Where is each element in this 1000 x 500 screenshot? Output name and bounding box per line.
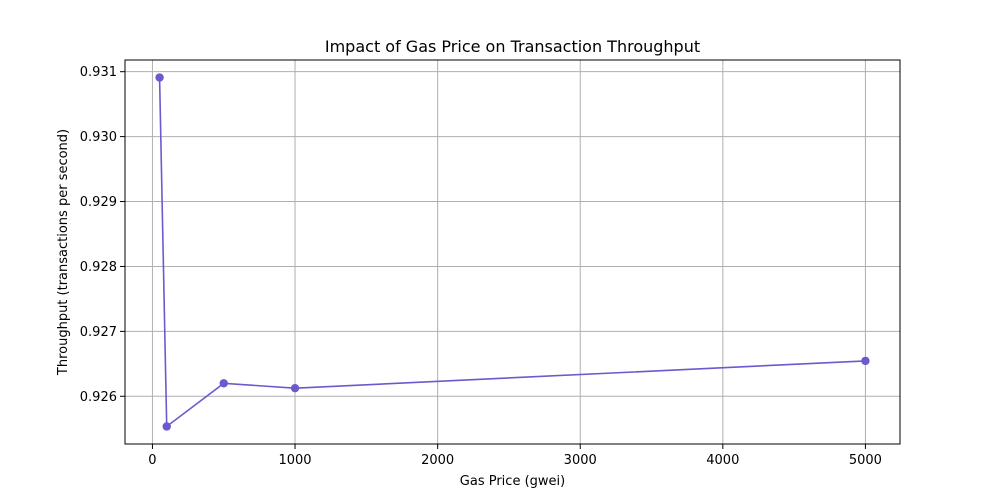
y-tick-label: 0.927 bbox=[80, 325, 117, 340]
series-layer bbox=[155, 73, 870, 431]
chart-title: Impact of Gas Price on Transaction Throu… bbox=[325, 37, 700, 56]
x-axis-label: Gas Price (gwei) bbox=[460, 474, 565, 489]
y-axis-label: Throughput (transactions per second) bbox=[56, 129, 71, 376]
data-point bbox=[162, 422, 171, 431]
y-tick-label: 0.931 bbox=[80, 65, 117, 80]
data-point bbox=[861, 356, 870, 366]
plot-frame bbox=[124, 59, 901, 445]
series-line bbox=[158, 77, 866, 429]
x-tick-label: 3000 bbox=[564, 453, 597, 468]
x-tick-label: 5000 bbox=[849, 453, 882, 468]
data-point bbox=[290, 383, 300, 393]
data-point bbox=[219, 379, 228, 388]
x-tick-label: 0 bbox=[148, 453, 156, 468]
y-tick-label: 0.930 bbox=[80, 130, 117, 145]
y-tick-label: 0.929 bbox=[80, 195, 117, 210]
x-tick-label: 2000 bbox=[421, 453, 454, 468]
grid-lines bbox=[125, 60, 900, 444]
y-tick-label: 0.926 bbox=[80, 390, 117, 405]
x-tick-label: 4000 bbox=[706, 453, 739, 468]
y-tick-label: 0.928 bbox=[80, 260, 117, 275]
x-tick-label: 1000 bbox=[278, 453, 311, 468]
data-point bbox=[155, 73, 164, 82]
axis-ticks: 0 1000 2000 3000 4000 5000 0.926 0.927 0.928 0.92… bbox=[80, 65, 882, 468]
